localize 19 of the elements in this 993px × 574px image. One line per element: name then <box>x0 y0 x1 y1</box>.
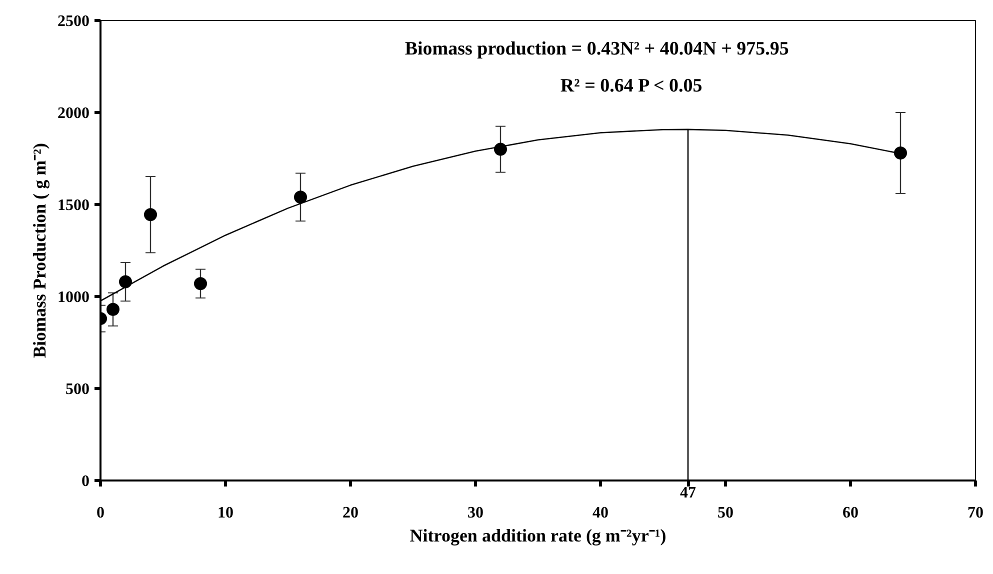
y-tick-label: 2500 <box>58 13 90 30</box>
ref-line-label: 47 <box>680 484 696 502</box>
x-axis-title: Nitrogen addition rate (g m⁻²yr⁻¹) <box>410 526 666 546</box>
y-tick-label: 0 <box>82 473 90 490</box>
x-tick-label: 30 <box>468 504 484 522</box>
annotation: Biomass production = 0.43N² + 40.04N + 975.95 <box>404 38 789 60</box>
x-tick-label: 50 <box>718 504 734 522</box>
y-tick-label: 1500 <box>58 197 90 214</box>
y-tick-label: 2000 <box>58 105 90 122</box>
x-tick-label: 20 <box>342 504 358 522</box>
x-tick-label: 70 <box>968 504 984 522</box>
x-tick-label: 0 <box>96 504 104 522</box>
y-tick-label: 1000 <box>58 289 90 306</box>
y-tick-label: 500 <box>66 381 90 398</box>
y-axis-title: Biomass Production ( g m⁻²) <box>30 142 50 358</box>
x-tick-label: 60 <box>842 504 858 522</box>
x-tick-label: 10 <box>218 504 234 522</box>
annotation: R² = 0.64 P < 0.05 <box>560 75 702 96</box>
x-tick-label: 40 <box>592 504 608 522</box>
